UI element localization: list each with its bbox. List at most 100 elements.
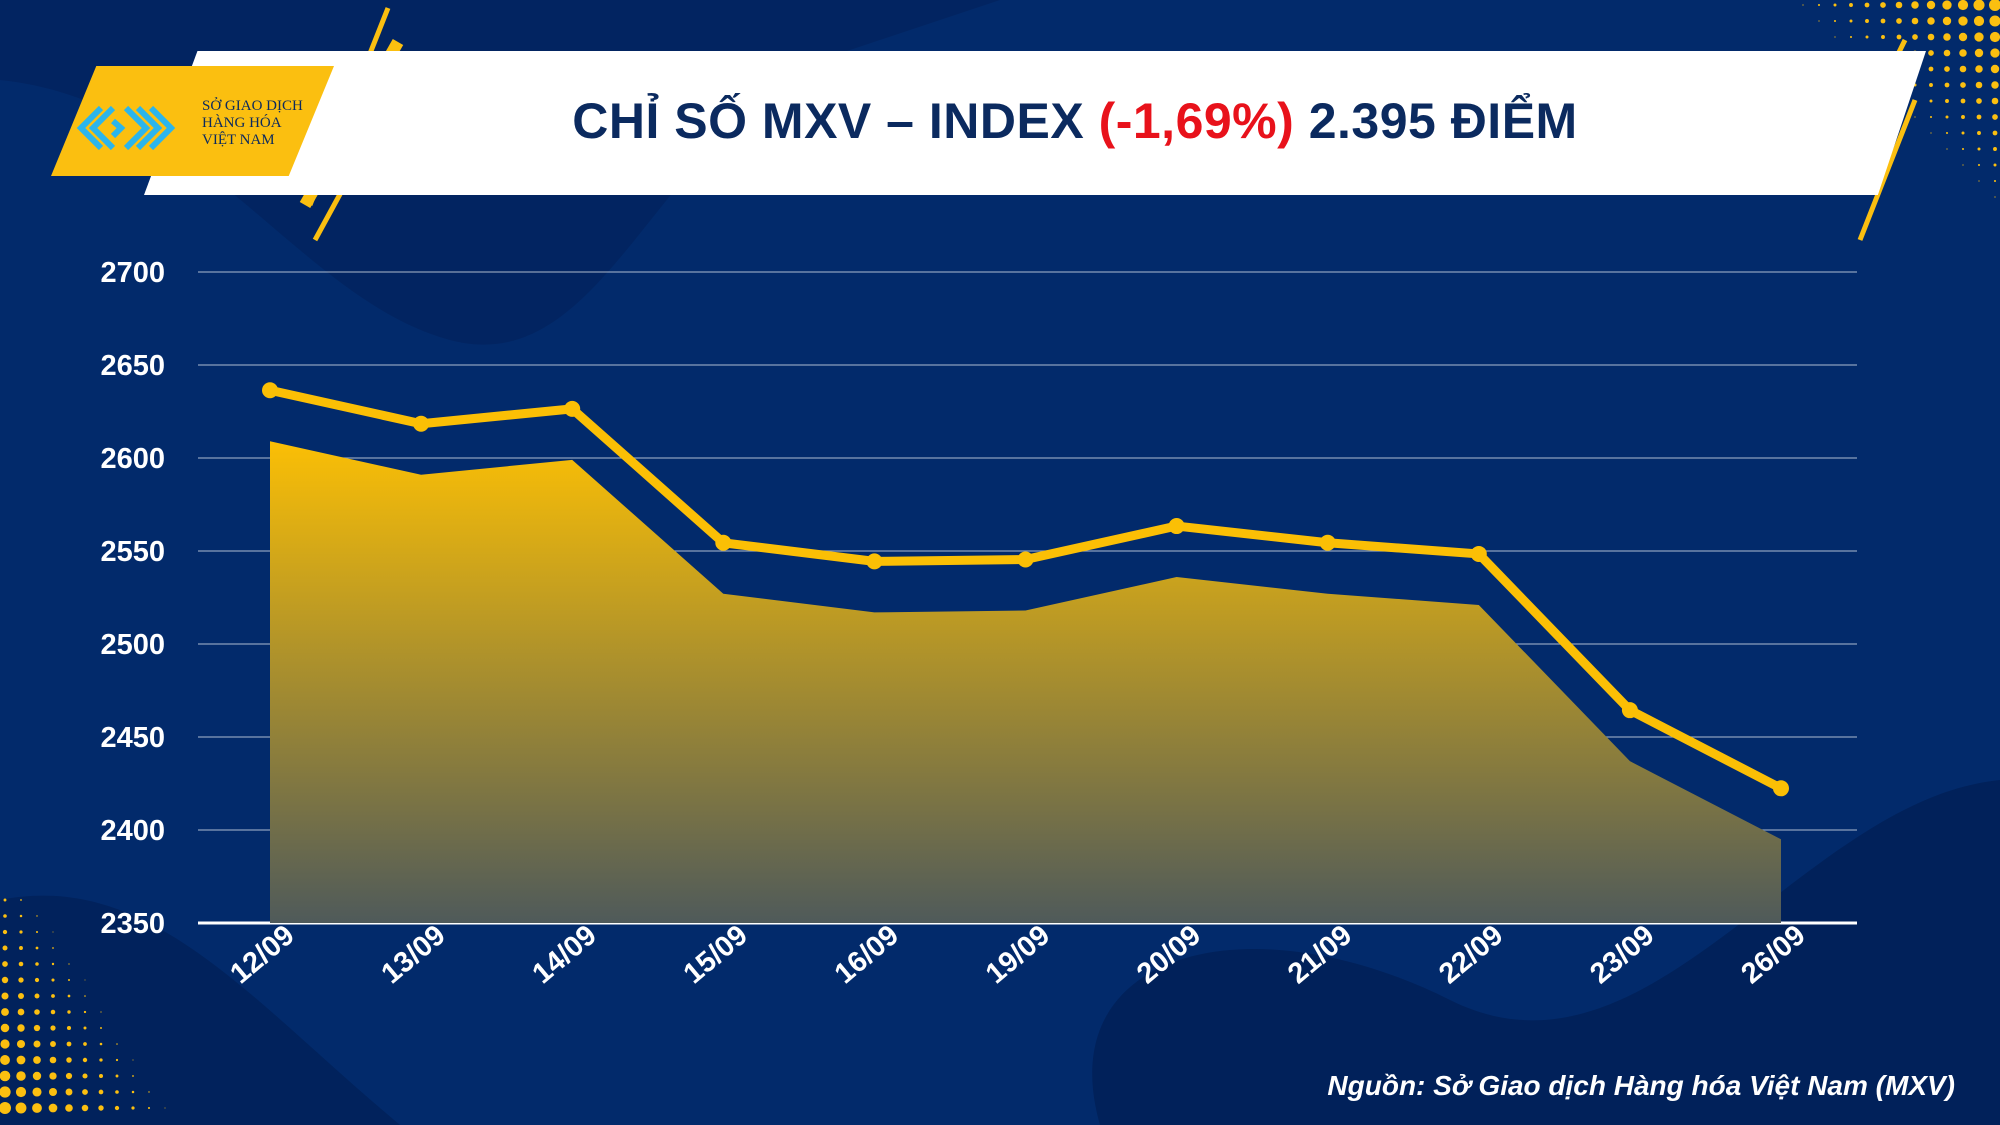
dot (68, 963, 70, 965)
title-change: (-1,69%) (1098, 93, 1295, 149)
x-tick-label: 16/09 (829, 919, 905, 990)
dot (1928, 66, 1934, 72)
dot (1945, 131, 1949, 135)
dot (65, 1104, 73, 1112)
data-point (1168, 518, 1185, 535)
dot (115, 1090, 119, 1094)
dot (98, 1105, 104, 1111)
dot (100, 1027, 102, 1029)
y-tick-label: 2450 (100, 722, 165, 754)
dot (1849, 3, 1853, 7)
dot (0, 1039, 10, 1049)
data-point (413, 415, 430, 432)
dot (1958, 32, 1968, 42)
x-tick-label: 20/09 (1131, 919, 1207, 990)
dot (1993, 179, 1997, 183)
dot (50, 1025, 56, 1031)
x-tick-label: 14/09 (527, 919, 603, 990)
dot (33, 1040, 41, 1048)
dot (1962, 164, 1964, 166)
dot (52, 931, 54, 933)
x-tick-label: 23/09 (1584, 919, 1660, 990)
dot (1849, 19, 1853, 23)
dot (1957, 0, 1969, 11)
dot (1989, 15, 2000, 27)
title-value: 2.395 ĐIỂM (1294, 93, 1578, 149)
dot (84, 979, 86, 981)
dot (65, 1088, 73, 1096)
x-tick-label: 22/09 (1433, 919, 1509, 990)
dot (1928, 50, 1934, 56)
dot (1991, 81, 1999, 89)
dot (1, 976, 9, 984)
y-tick-label: 2700 (100, 257, 165, 289)
dot (1833, 3, 1837, 7)
page-title: CHỈ SỐ MXV – INDEX (-1,69%) 2.395 ĐIỂM (300, 92, 1850, 150)
dot (115, 1058, 119, 1062)
dot (1833, 19, 1837, 23)
dot (34, 977, 40, 983)
data-point (1773, 780, 1789, 797)
dot (99, 1042, 103, 1046)
dot (1927, 33, 1935, 41)
dot (1961, 115, 1965, 119)
area-series (270, 441, 1781, 923)
dot (1975, 65, 1983, 73)
dot (1960, 98, 1966, 104)
dot (1, 1008, 9, 1016)
dot (132, 1059, 134, 1061)
dot (1945, 115, 1949, 119)
dot (1911, 1, 1919, 9)
dot (1817, 3, 1821, 7)
y-tick-label: 2400 (100, 815, 165, 847)
dot (1960, 82, 1966, 88)
dot (1896, 34, 1902, 40)
dot (49, 1072, 57, 1080)
dot (50, 1009, 56, 1015)
dot (1895, 1, 1903, 9)
dot (1978, 180, 1980, 182)
x-tick-label: 26/09 (1735, 919, 1811, 990)
dot (49, 1088, 57, 1096)
dot (82, 1073, 88, 1079)
dot (1864, 2, 1870, 8)
dot (98, 1089, 104, 1095)
dot (1943, 33, 1951, 41)
dot (115, 1074, 119, 1078)
dot (2, 929, 8, 935)
y-tick-label: 2550 (100, 536, 165, 568)
dot (52, 947, 54, 949)
dot (0, 1070, 11, 1082)
dot (1942, 16, 1952, 26)
dot (1961, 131, 1965, 135)
dot (18, 993, 24, 999)
dot (32, 1103, 42, 1113)
dot (51, 994, 55, 998)
y-tick-label: 2350 (100, 908, 165, 940)
x-tick-label: 13/09 (376, 919, 452, 990)
dot (131, 1106, 135, 1110)
dot (2, 945, 8, 951)
dot (100, 1011, 102, 1013)
dot (1959, 65, 1967, 73)
dot (51, 962, 55, 966)
dot (1959, 49, 1967, 57)
dot (1946, 148, 1948, 150)
dot (116, 1043, 118, 1045)
dot (1975, 81, 1983, 89)
dot (81, 1104, 89, 1112)
dot-pattern-left (0, 898, 166, 1114)
dot (1944, 82, 1950, 88)
data-point (1470, 545, 1487, 562)
logo-line: HÀNG HÓA (202, 115, 282, 131)
dot (1929, 99, 1933, 103)
dot (1802, 4, 1804, 6)
dot (1993, 163, 1997, 167)
dot (17, 1024, 25, 1032)
dot (32, 1087, 42, 1097)
dot (16, 1071, 26, 1081)
dot (83, 1026, 87, 1030)
dot (1976, 114, 1982, 120)
dot (35, 930, 39, 934)
